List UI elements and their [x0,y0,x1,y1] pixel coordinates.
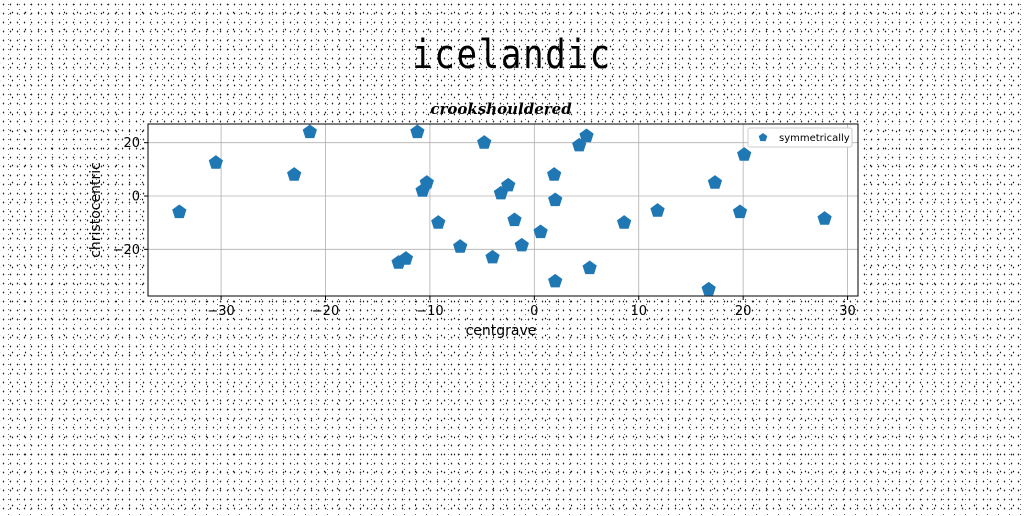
data-point [453,239,468,253]
grid-lines [148,124,858,296]
data-point [737,147,752,161]
data-point [507,212,522,227]
plot-frame [147,123,859,297]
y-tick-label: 20 [123,136,140,151]
legend: symmetrically [747,127,853,148]
data-point [514,237,529,252]
x-axis-ticks: −30 −20 −10 0 10 20 30 [207,296,856,319]
data-point [548,192,563,207]
data-point [501,177,516,192]
data-point [302,124,317,139]
plot-area [148,124,858,296]
x-tick-label: 10 [630,304,647,319]
data-point [548,273,563,288]
data-point [419,175,434,189]
data-point [817,211,832,225]
data-point [533,224,548,239]
data-point [477,135,492,149]
data-point [732,204,748,219]
x-tick-label: −30 [207,304,234,319]
x-tick-label: 0 [530,304,538,319]
y-axis-ticks: −20 0 20 [113,136,148,258]
data-point [707,175,723,189]
data-point [431,215,446,229]
data-points [172,124,832,296]
chart-title: crookshouldered [430,100,572,118]
x-tick-label: −20 [312,304,339,319]
page-title: icelandic [412,32,612,78]
legend-label: symmetrically [779,133,850,144]
y-tick-label: −20 [113,243,140,258]
data-point [287,167,302,181]
legend-box [747,127,853,148]
data-point [398,251,414,265]
x-tick-label: 30 [839,304,856,319]
x-tick-label: 20 [735,304,752,319]
data-point [650,203,665,217]
legend-marker [758,133,768,142]
data-point [547,167,562,181]
x-tick-label: −10 [416,304,443,319]
data-point [172,204,187,219]
x-axis-label: centgrave [466,323,537,339]
y-axis-label: christocentric [88,162,104,258]
data-point [485,249,500,264]
data-point [616,215,632,229]
data-point [410,124,425,139]
y-tick-label: 0 [132,190,140,205]
data-point [579,128,594,143]
data-point [582,260,597,275]
data-point [701,281,716,296]
data-point [208,155,223,169]
